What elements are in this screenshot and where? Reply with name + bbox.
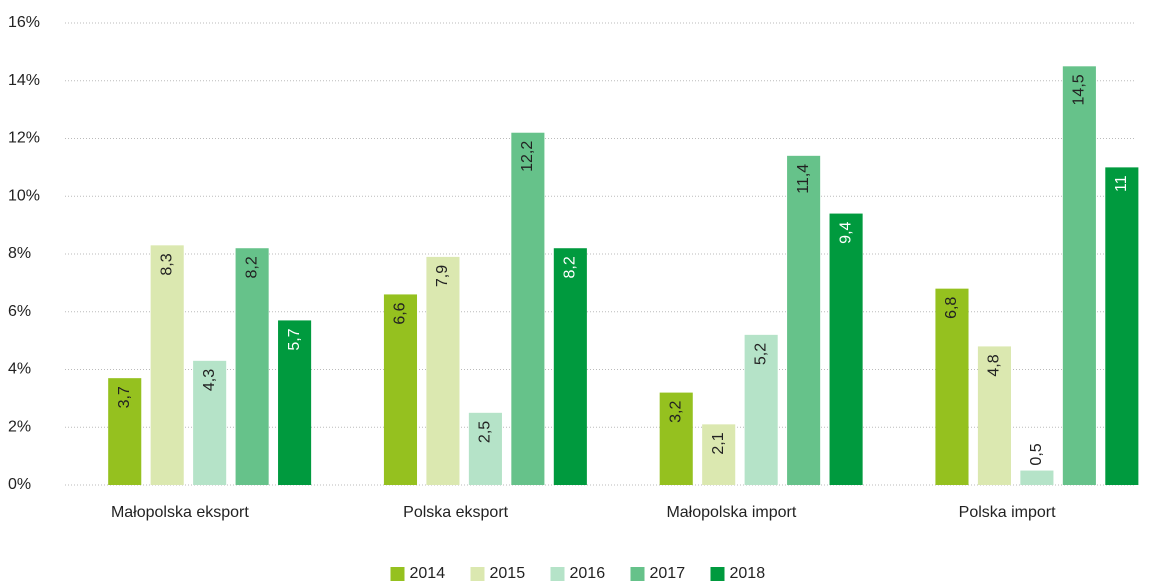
value-label: 11 — [1113, 175, 1130, 192]
legend-swatch — [390, 567, 405, 581]
value-label: 3,2 — [667, 401, 684, 423]
bar — [1062, 66, 1096, 485]
bar — [383, 294, 418, 485]
legend-swatch — [710, 567, 725, 581]
bar — [829, 213, 863, 485]
value-label: 5,7 — [286, 328, 303, 350]
bar — [426, 256, 460, 485]
legend-label: 2016 — [570, 565, 606, 581]
bar — [553, 248, 587, 485]
bar — [108, 378, 142, 485]
y-tick-label: 16% — [8, 14, 40, 31]
value-label: 3,7 — [116, 386, 133, 408]
value-label: 11,4 — [795, 164, 812, 194]
value-label: 2,1 — [710, 432, 727, 454]
value-label: 14,5 — [1071, 74, 1088, 105]
value-label: 6,6 — [392, 302, 409, 324]
y-tick-label: 6% — [8, 303, 31, 320]
y-tick-label: 4% — [8, 361, 31, 378]
value-label: 8,2 — [243, 256, 260, 278]
legend-label: 2018 — [730, 565, 766, 581]
y-tick-label: 10% — [8, 187, 40, 204]
legend-label: 2015 — [490, 565, 526, 581]
value-label: 8,3 — [158, 253, 175, 275]
y-tick-label: 2% — [8, 418, 31, 435]
legend-label: 2014 — [410, 565, 446, 581]
legend-label: 2017 — [650, 565, 686, 581]
value-label: 2,5 — [477, 421, 494, 443]
value-label: 9,4 — [837, 221, 854, 243]
value-label: 0,5 — [1028, 443, 1045, 465]
legend-swatch — [630, 567, 645, 581]
bar — [150, 245, 184, 485]
value-label: 7,9 — [434, 265, 451, 287]
bar — [1105, 167, 1139, 485]
legend-swatch — [470, 567, 485, 581]
y-tick-label: 0% — [8, 476, 31, 493]
value-label: 8,2 — [562, 256, 579, 278]
bar — [511, 132, 545, 485]
bar — [744, 334, 778, 485]
x-tick-label: Polska eksport — [403, 504, 508, 521]
value-label: 5,2 — [752, 343, 769, 365]
bar — [787, 155, 821, 485]
y-tick-label: 8% — [8, 245, 31, 262]
bar — [1020, 470, 1054, 485]
x-tick-label: Małopolska import — [666, 504, 796, 521]
value-label: 6,8 — [943, 297, 960, 319]
legend-swatch — [550, 567, 565, 581]
bar — [468, 412, 502, 485]
bar — [659, 392, 693, 485]
bar — [278, 320, 312, 485]
bar — [193, 360, 227, 485]
value-label: 12,2 — [519, 141, 536, 172]
x-tick-label: Małopolska eksport — [111, 504, 249, 521]
bar — [702, 424, 736, 485]
x-tick-label: Polska import — [959, 504, 1056, 521]
value-label: 4,3 — [201, 369, 218, 391]
y-tick-label: 14% — [8, 72, 40, 89]
value-label: 4,8 — [986, 354, 1003, 376]
y-tick-label: 12% — [8, 130, 40, 147]
bar — [977, 346, 1011, 485]
bar — [935, 288, 969, 485]
bar — [235, 248, 269, 485]
